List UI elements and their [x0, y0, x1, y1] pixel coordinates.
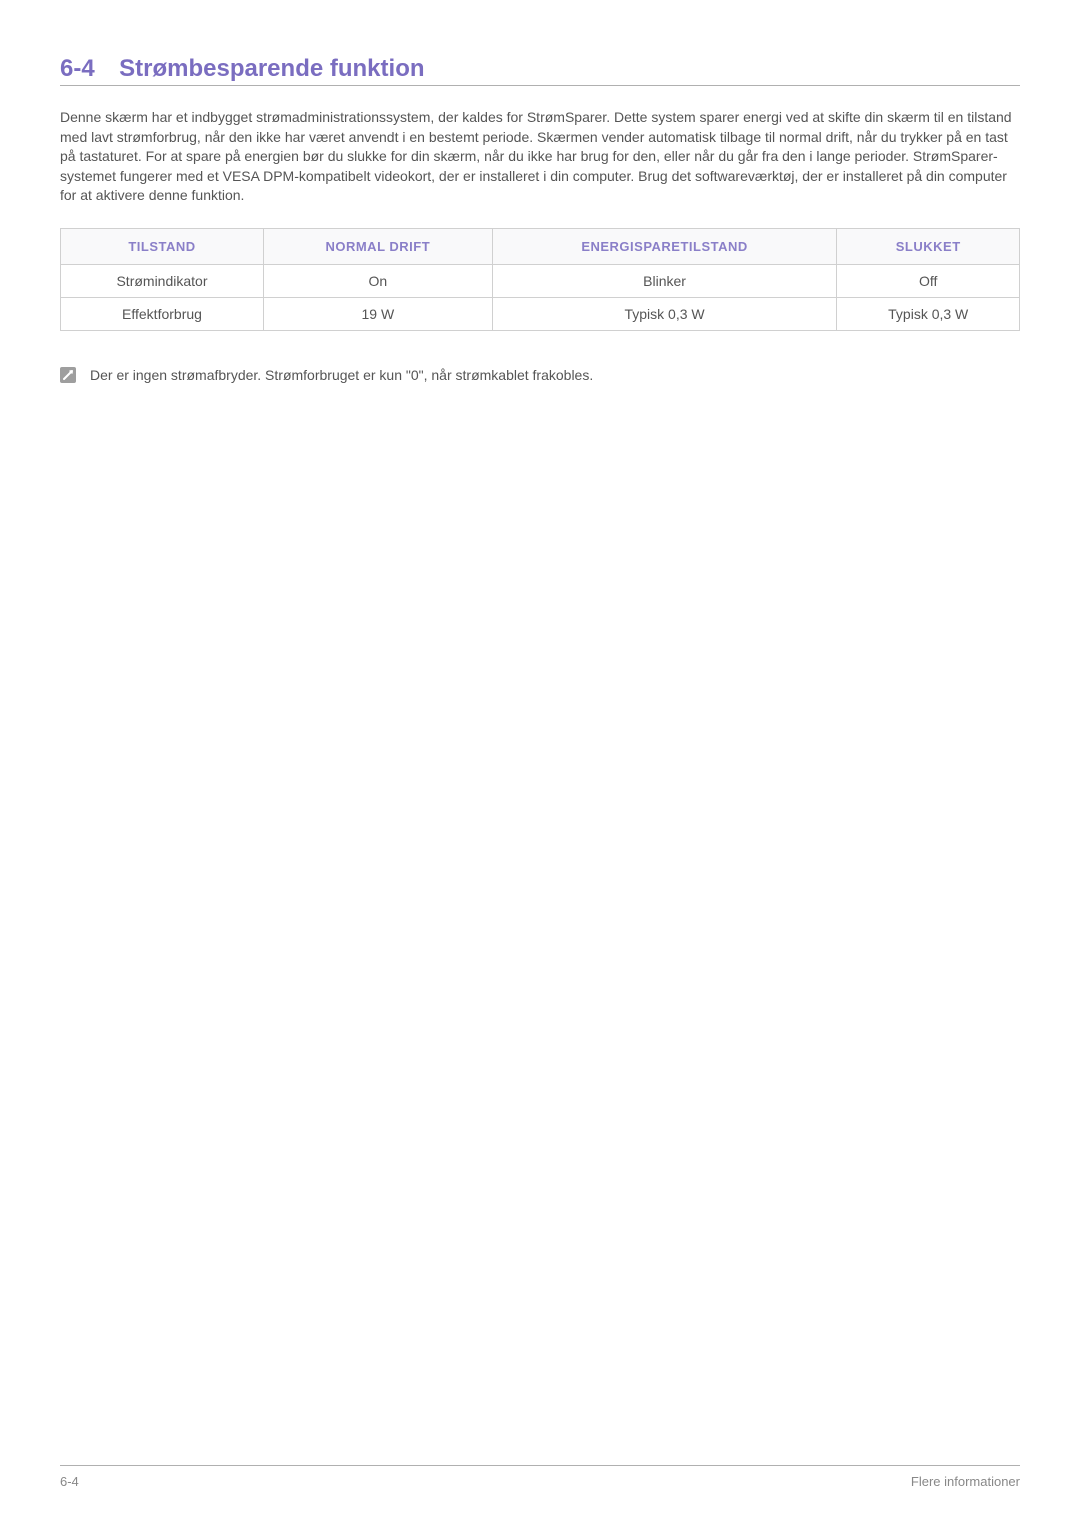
- table-cell: On: [263, 264, 492, 297]
- footer-section-name: Flere informationer: [911, 1474, 1020, 1489]
- table-row: Strømindikator On Blinker Off: [61, 264, 1020, 297]
- table-row: Effektforbrug 19 W Typisk 0,3 W Typisk 0…: [61, 297, 1020, 330]
- table-cell: Typisk 0,3 W: [492, 297, 837, 330]
- footer-page-number: 6-4: [60, 1474, 79, 1489]
- table-cell: 19 W: [263, 297, 492, 330]
- section-title: Strømbesparende funktion: [119, 55, 424, 83]
- power-table: TILSTAND NORMAL DRIFT ENERGISPARETILSTAN…: [60, 228, 1020, 331]
- table-header-row: TILSTAND NORMAL DRIFT ENERGISPARETILSTAN…: [61, 228, 1020, 264]
- table-header-cell: NORMAL DRIFT: [263, 228, 492, 264]
- table-header-cell: ENERGISPARETILSTAND: [492, 228, 837, 264]
- body-paragraph: Denne skærm har et indbygget strømadmini…: [60, 108, 1020, 206]
- section-header: 6-4 Strømbesparende funktion: [60, 55, 1020, 86]
- table-cell: Effektforbrug: [61, 297, 264, 330]
- page-footer: 6-4 Flere informationer: [60, 1465, 1020, 1489]
- note-icon: [60, 367, 76, 383]
- table-header-cell: SLUKKET: [837, 228, 1020, 264]
- table-cell: Typisk 0,3 W: [837, 297, 1020, 330]
- note-text: Der er ingen strømafbryder. Strømforbrug…: [90, 366, 593, 386]
- table-cell: Strømindikator: [61, 264, 264, 297]
- table-cell: Blinker: [492, 264, 837, 297]
- note-row: Der er ingen strømafbryder. Strømforbrug…: [60, 366, 1020, 386]
- table-header-cell: TILSTAND: [61, 228, 264, 264]
- section-number: 6-4: [60, 55, 95, 83]
- table-cell: Off: [837, 264, 1020, 297]
